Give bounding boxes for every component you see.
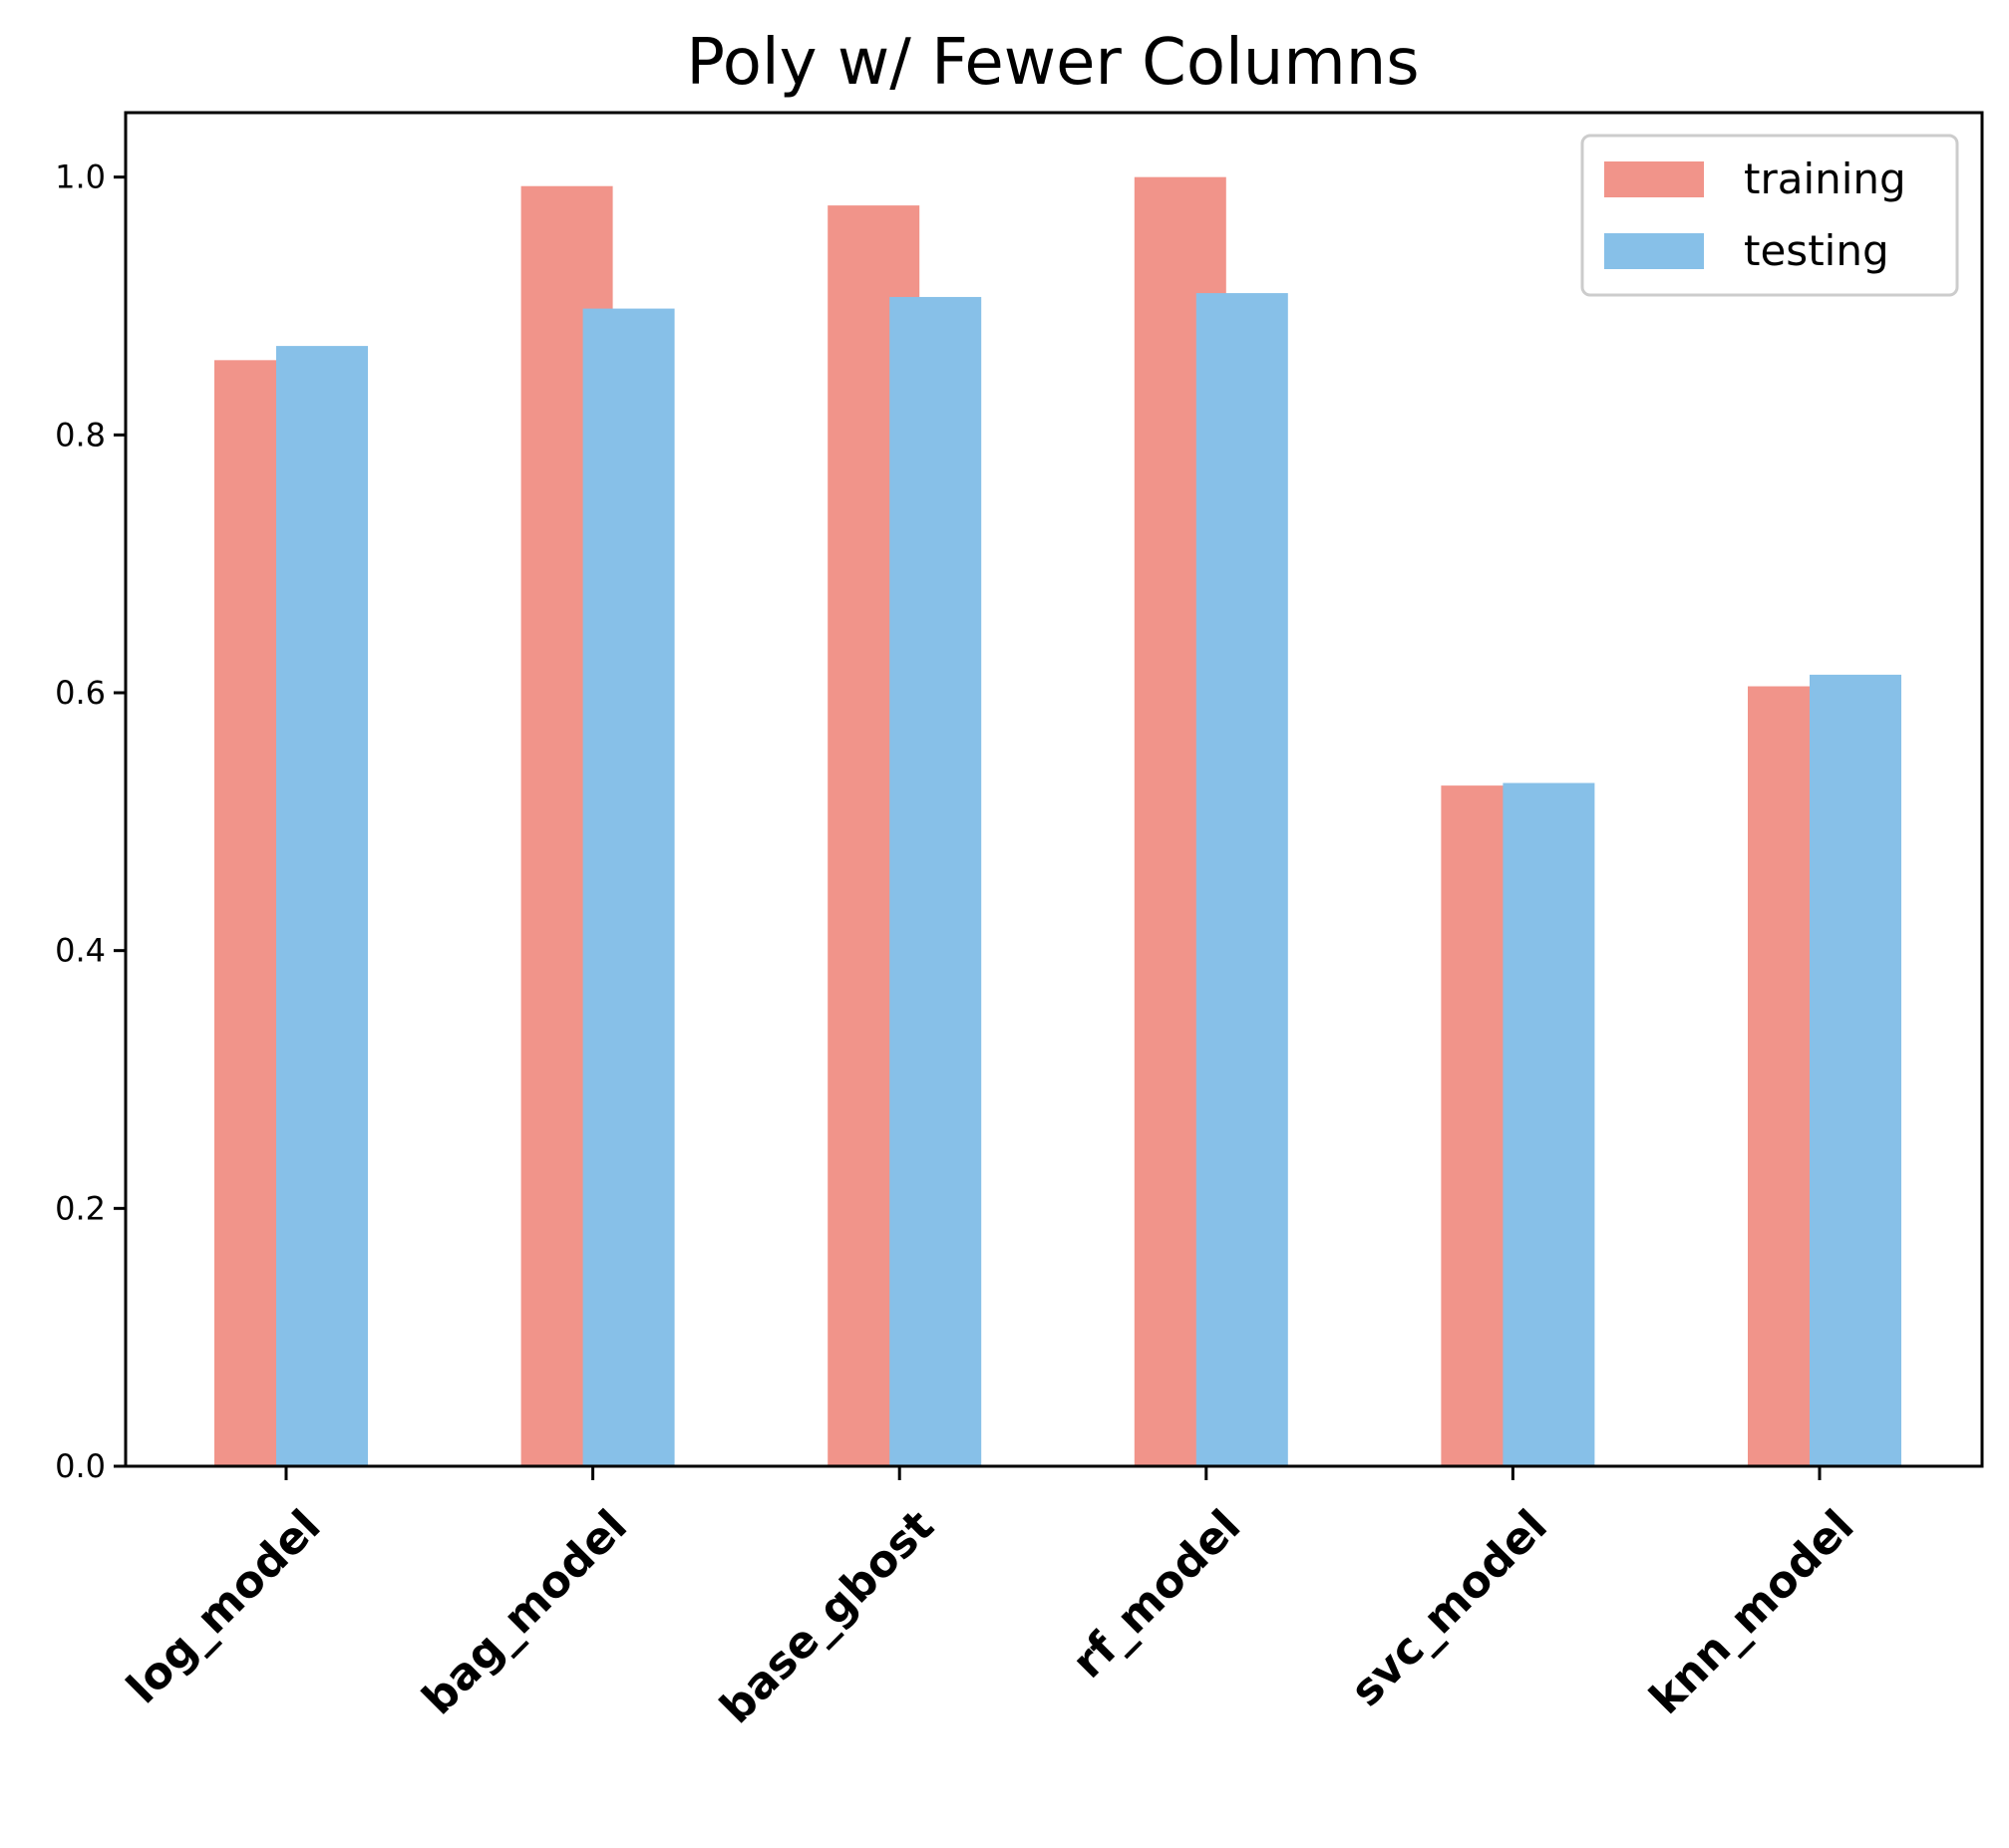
legend-label-testing: testing (1744, 226, 1889, 275)
ytick-label-0.0: 0.0 (55, 1447, 106, 1485)
xtick-label-bag_model: bag_model (413, 1500, 637, 1724)
bar-testing-rf_model (1195, 293, 1288, 1467)
xtick-label-base_gbost: base_gbost (711, 1500, 944, 1733)
ytick-label-0.6: 0.6 (55, 674, 106, 712)
bar-testing-bag_model (582, 308, 675, 1466)
bars-layer (214, 176, 1901, 1467)
plot-frame (124, 111, 1984, 1468)
legend-swatch-testing (1604, 233, 1704, 269)
bar-testing-svc_model (1503, 782, 1595, 1466)
legend-label-training: training (1744, 154, 1906, 203)
bar-testing-base_gbost (889, 296, 982, 1466)
ytick-label-1.0: 1.0 (55, 158, 106, 196)
ytick-label-0.8: 0.8 (55, 416, 106, 454)
ytick-label-0.4: 0.4 (55, 932, 106, 970)
axes-layer (124, 111, 1984, 1468)
ytick-label-0.2: 0.2 (55, 1189, 106, 1227)
chart-title: Poly w/ Fewer Columns (686, 26, 1419, 100)
legend: training testing (1580, 134, 1959, 297)
bar-testing-knn_model (1810, 674, 1901, 1466)
xtick-label-rf_model: rf_model (1063, 1500, 1250, 1688)
xtick-label-svc_model: svc_model (1341, 1500, 1557, 1716)
bar-testing-log_model (276, 346, 368, 1467)
xtick-label-log_model: log_model (118, 1500, 331, 1713)
xtick-label-knn_model: knn_model (1640, 1500, 1863, 1723)
legend-swatch-training (1604, 161, 1704, 197)
